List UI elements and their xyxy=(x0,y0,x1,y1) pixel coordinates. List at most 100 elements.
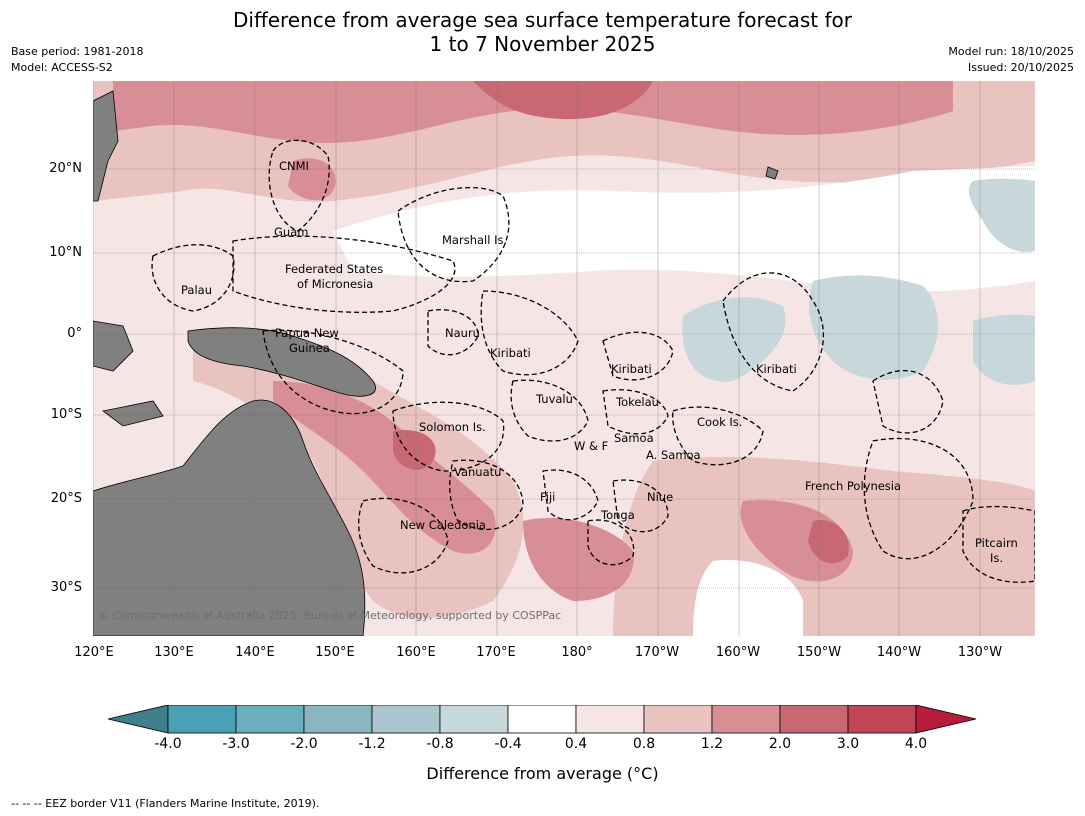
region-label-new-caledonia: New Caledonia xyxy=(400,518,486,532)
colorbar-title: Difference from average (°C) xyxy=(426,764,659,783)
hawaii xyxy=(765,166,779,180)
title-line-2: 1 to 7 November 2025 xyxy=(429,32,656,56)
colorbar-extend-high xyxy=(915,705,977,734)
colorbar xyxy=(108,705,977,734)
region-label-kiribati-east: Kiribati xyxy=(756,362,797,376)
lon-label-120e: 120°E xyxy=(74,645,114,660)
colorbar-tick-label: 1.2 xyxy=(700,736,724,752)
lat-label-10n: 10°N xyxy=(49,245,82,260)
sulawesi xyxy=(93,320,134,372)
region-label-american-samoa: A. Samoa xyxy=(646,448,701,462)
lon-label-180: 180° xyxy=(561,645,593,660)
region-label-french-polynesia: French Polynesia xyxy=(805,479,902,493)
colorbar-tick-label: -0.8 xyxy=(426,736,454,752)
lat-label-0: 0° xyxy=(67,326,82,341)
region-label-fsm-line2: of Micronesia xyxy=(297,277,374,291)
north-hot-patch xyxy=(473,81,653,120)
region-label-tonga: Tonga xyxy=(601,508,635,522)
solomon-hot-patch xyxy=(393,430,436,470)
colorbar-tick-label: -3.0 xyxy=(222,736,250,752)
region-label-nauru: Nauru xyxy=(445,326,480,340)
lat-label-30s: 30°S xyxy=(50,580,82,595)
region-label-cnmi: CNMI xyxy=(279,159,309,173)
cool-patch-east xyxy=(809,275,938,380)
region-label-tuvalu: Tuvalu xyxy=(536,392,573,406)
colorbar-tick-label: 0.8 xyxy=(632,736,656,752)
lon-label-150e: 150°E xyxy=(315,645,355,660)
lat-gridlines xyxy=(93,168,1035,589)
region-label-cook: Cook Is. xyxy=(697,415,743,429)
sst-map-canvas xyxy=(93,81,1035,636)
base-period: Base period: 1981-2018 xyxy=(11,45,144,58)
region-label-guam: Guam xyxy=(274,225,309,239)
colorbar-segment xyxy=(439,705,509,734)
south-neutral-patch xyxy=(693,560,803,636)
region-label-fiji: Fiji xyxy=(540,490,556,504)
lon-label-130w: 130°W xyxy=(957,645,1003,660)
region-label-marshall: Marshall Is. xyxy=(442,233,508,247)
copyright-notice: © Commonwealth of Australia 2025, Bureau… xyxy=(98,609,562,622)
region-label-kiribati-central: Kiribati xyxy=(611,362,652,376)
map-title: Difference from average sea surface temp… xyxy=(0,8,1085,56)
cool-patch-central xyxy=(682,297,786,382)
cool-patch-far-east xyxy=(973,314,1035,385)
eez-borders xyxy=(151,139,1035,583)
cool-patch-ne xyxy=(968,178,1035,252)
region-label-niue: Niue xyxy=(647,490,674,504)
colorbar-tick-label: -2.0 xyxy=(290,736,318,752)
south-hot-patch xyxy=(808,520,849,564)
region-label-palau: Palau xyxy=(181,283,212,297)
colorbar-tick-label: 2.0 xyxy=(768,736,792,752)
colorbar-segment xyxy=(167,705,237,734)
title-line-1: Difference from average sea surface temp… xyxy=(232,8,852,32)
region-label-png-line1: Papua New xyxy=(275,326,339,340)
meta-left: Base period: 1981-2018 Model: ACCESS-S2 xyxy=(11,44,143,76)
new-guinea xyxy=(187,327,376,397)
north-neutral-band xyxy=(333,166,1035,292)
colorbar-segment xyxy=(847,705,917,734)
coral-sea-warm xyxy=(273,381,496,554)
colorbar-tick-label: 3.0 xyxy=(836,736,860,752)
region-label-png-line2: Guinea xyxy=(289,341,330,355)
colorbar-segment xyxy=(643,705,713,734)
colorbar-segment xyxy=(575,705,645,734)
region-label-vanuatu: Vanuatu xyxy=(454,465,502,479)
model-name: Model: ACCESS-S2 xyxy=(11,61,113,74)
colorbar-segment xyxy=(303,705,373,734)
region-label-pitcairn-line2: Is. xyxy=(990,551,1004,565)
australia-landmass xyxy=(93,399,366,636)
colorbar-segment xyxy=(711,705,781,734)
colorbar-tick-label: -0.4 xyxy=(494,736,522,752)
colorbar-segment xyxy=(779,705,849,734)
region-label-wallis-futuna: W & F xyxy=(574,439,609,453)
lon-label-150w: 150°W xyxy=(796,645,842,660)
lon-label-170e: 170°E xyxy=(476,645,516,660)
colorbar-segment xyxy=(371,705,441,734)
colorbar-segment xyxy=(235,705,305,734)
lon-label-140e: 140°E xyxy=(235,645,275,660)
lon-label-140w: 140°W xyxy=(876,645,922,660)
region-label-pitcairn-line1: Pitcairn xyxy=(975,536,1018,550)
region-label-kiribati-west: Kiribati xyxy=(490,346,531,360)
colorbar-tick-label: -4.0 xyxy=(154,736,182,752)
north-warm-band xyxy=(113,81,953,144)
eez-legend-footer: -- -- -- EEZ border V11 (Flanders Marine… xyxy=(11,797,320,810)
lat-label-10s: 10°S xyxy=(50,407,82,422)
colorbar-tick-label: 4.0 xyxy=(904,736,928,752)
colorbar-segment xyxy=(507,705,577,734)
colorbar-extend-low xyxy=(108,705,169,734)
lon-label-160e: 160°E xyxy=(396,645,436,660)
lat-label-20s: 20°S xyxy=(50,491,82,506)
lat-label-20n: 20°N xyxy=(49,161,82,176)
colorbar-tick-label: 0.4 xyxy=(564,736,588,752)
region-label-tokelau: Tokelau xyxy=(616,395,659,409)
region-label-solomon: Solomon Is. xyxy=(419,420,486,434)
lon-gridlines xyxy=(93,81,981,636)
timor xyxy=(102,400,164,427)
colorbar-tick-label: -1.2 xyxy=(358,736,386,752)
lon-label-130e: 130°E xyxy=(154,645,194,660)
lon-label-170w: 170°W xyxy=(634,645,680,660)
lon-label-160w: 160°W xyxy=(715,645,761,660)
region-label-fsm-line1: Federated States xyxy=(285,262,384,276)
model-run: Model run: 18/10/2025 xyxy=(948,45,1074,58)
